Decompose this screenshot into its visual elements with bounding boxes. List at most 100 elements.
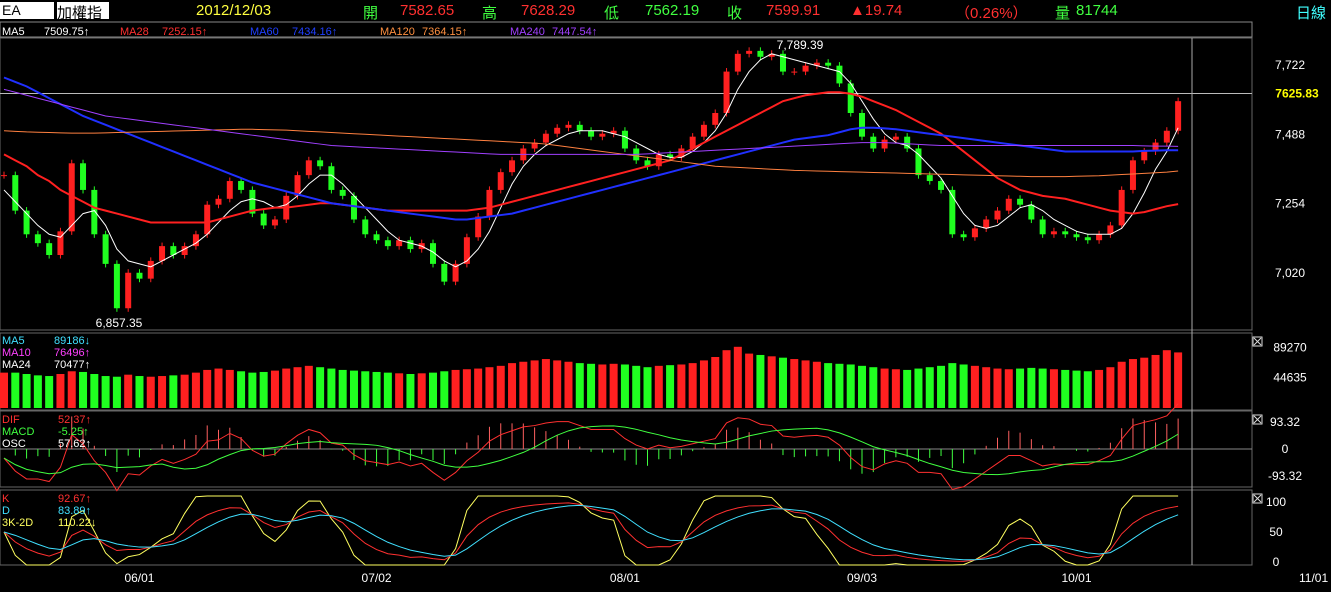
candle-body bbox=[1129, 160, 1136, 190]
close-value: 7599.91 bbox=[766, 2, 821, 19]
ma-legend-label: MA5 bbox=[2, 26, 25, 38]
volume-bar bbox=[812, 361, 821, 408]
candle-body bbox=[700, 124, 707, 137]
volume-bar bbox=[1083, 371, 1092, 408]
kd-legend-value: 83.89↑ bbox=[58, 505, 91, 517]
close-icon-stroke bbox=[1253, 337, 1262, 346]
volume-bar bbox=[349, 370, 358, 408]
candle-body bbox=[463, 237, 470, 264]
candle-body bbox=[779, 53, 786, 72]
symbol-field[interactable]: EA bbox=[0, 2, 54, 19]
volume-bar bbox=[1095, 369, 1104, 408]
vol-legend-label: MA10 bbox=[2, 347, 31, 359]
candle-body bbox=[396, 240, 403, 247]
volume-bar bbox=[790, 359, 799, 408]
close-icon[interactable] bbox=[1252, 414, 1263, 425]
volume-bar bbox=[203, 369, 212, 408]
volume-bar bbox=[541, 359, 550, 408]
candle-body bbox=[271, 219, 278, 226]
candle-body bbox=[723, 71, 730, 113]
volume-bar bbox=[496, 365, 505, 408]
volume-bar bbox=[575, 363, 584, 408]
candle-body bbox=[938, 181, 945, 190]
volume-bar bbox=[587, 363, 596, 408]
volume-bar bbox=[858, 365, 867, 408]
volume-bar bbox=[248, 372, 257, 408]
candle-body bbox=[102, 234, 109, 264]
candle-body bbox=[136, 272, 143, 279]
macd-legend-value: 57.62↑ bbox=[58, 438, 91, 450]
close-icon-stroke bbox=[1253, 494, 1262, 503]
candle-body bbox=[159, 246, 166, 261]
ma-legend-label: MA60 bbox=[250, 26, 279, 38]
candle-body bbox=[147, 260, 154, 279]
volume-bar bbox=[282, 368, 291, 408]
volume-bar bbox=[620, 364, 629, 408]
volume-bar bbox=[429, 372, 438, 408]
close-icon[interactable] bbox=[1252, 336, 1263, 347]
kd-panel-frame bbox=[0, 489, 1253, 566]
close-icon-stroke bbox=[1253, 415, 1262, 424]
volume-bar bbox=[33, 375, 42, 408]
x-tick-label: 06/01 bbox=[124, 571, 154, 585]
volume-bar bbox=[474, 368, 483, 408]
candle-body bbox=[1096, 234, 1103, 241]
kd-legend-label: K bbox=[2, 493, 10, 505]
candle-body bbox=[125, 272, 132, 309]
volume-bar bbox=[338, 369, 347, 408]
candle-body bbox=[350, 195, 357, 220]
volume-bar bbox=[191, 372, 200, 408]
volume-bar bbox=[1106, 367, 1115, 408]
change-pct: （0.26%） bbox=[955, 5, 1028, 22]
period-label[interactable]: 日線 bbox=[1296, 5, 1327, 22]
last-price-label: 7625.83 bbox=[1275, 87, 1319, 101]
candle-body bbox=[825, 62, 832, 66]
close-icon[interactable] bbox=[1252, 493, 1263, 504]
volume-bar bbox=[1004, 369, 1013, 408]
kd-legend-value: 92.67↑ bbox=[58, 493, 91, 505]
ma-legend-frame bbox=[0, 21, 1253, 38]
macd-legend-value: -5.25↑ bbox=[58, 426, 89, 438]
candle-body bbox=[531, 142, 538, 149]
candle-body bbox=[791, 71, 798, 73]
macd-line bbox=[3, 425, 1179, 476]
candles bbox=[1, 47, 1182, 312]
candle-body bbox=[610, 130, 617, 134]
candle-body bbox=[734, 53, 741, 72]
ma-legend-value: 7447.54↑ bbox=[552, 26, 597, 38]
ma-legend-value: 7434.16↑ bbox=[292, 26, 337, 38]
volume-bar bbox=[158, 376, 167, 408]
volume-bar bbox=[11, 372, 20, 408]
macd-legend-label: OSC bbox=[2, 438, 26, 450]
candle-body bbox=[1073, 234, 1080, 238]
candle-body bbox=[542, 133, 549, 143]
volume-bar bbox=[372, 371, 381, 408]
volume-bar bbox=[632, 365, 641, 408]
candle-body bbox=[181, 246, 188, 255]
macd-histogram bbox=[14, 416, 1179, 474]
candle-body bbox=[249, 189, 256, 214]
candle-body bbox=[23, 210, 30, 235]
volume-bar bbox=[1027, 367, 1036, 408]
candle-body bbox=[1062, 231, 1069, 235]
ma-legend-label: MA240 bbox=[510, 26, 545, 38]
volume-bar bbox=[316, 367, 325, 408]
volume-bar bbox=[598, 364, 607, 408]
candle-body bbox=[960, 234, 967, 238]
volume-bar bbox=[383, 372, 392, 408]
volume-bar bbox=[485, 367, 494, 408]
volume-bar bbox=[1117, 361, 1126, 408]
volume-bar bbox=[688, 363, 697, 408]
volume-bar bbox=[1128, 359, 1137, 408]
d-line bbox=[3, 504, 1179, 561]
index-name[interactable]: 加權指 bbox=[57, 2, 109, 22]
volume-bar bbox=[146, 376, 155, 408]
low-value: 7562.19 bbox=[645, 2, 700, 19]
volume-bar bbox=[778, 357, 787, 408]
volume-bar bbox=[90, 374, 99, 408]
candle-body bbox=[1163, 130, 1170, 143]
j-line bbox=[3, 495, 1179, 566]
candle-body bbox=[621, 130, 628, 149]
volume-bar bbox=[767, 356, 776, 408]
